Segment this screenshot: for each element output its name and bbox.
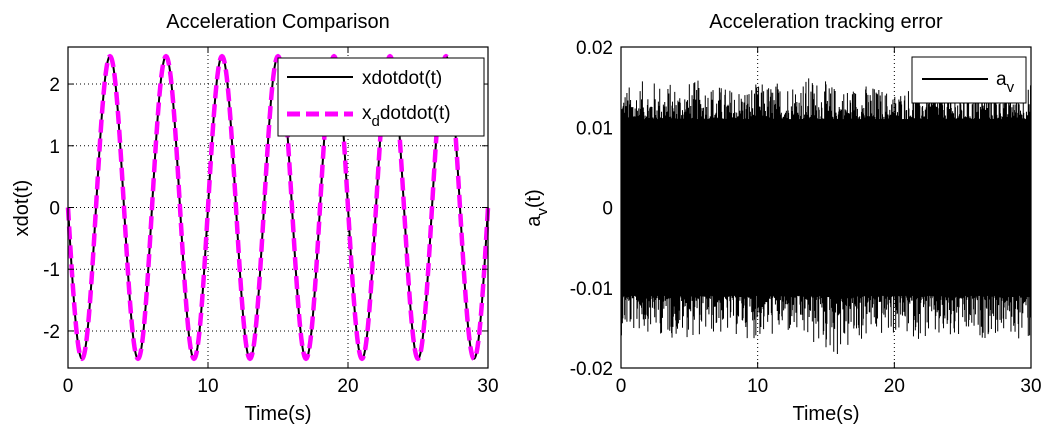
y-axis-label-part: (t) <box>523 189 545 208</box>
y-tick-label: -0.02 <box>570 359 613 380</box>
legend-label-part: x <box>362 103 372 124</box>
y-axis-label: av(t) <box>523 189 551 227</box>
y-axis-label: xdot(t) <box>11 180 33 237</box>
y-axis-label-part: a <box>523 215 545 227</box>
y-tick-label: -1 <box>43 260 60 281</box>
acceleration-tracking-error-chart: Acceleration tracking error Time(s) av(t… <box>523 11 1042 425</box>
y-tick-label: 0.02 <box>576 38 613 59</box>
y-tick-label: 0 <box>602 199 613 220</box>
tick-group: 0 10 20 30 0.02 0.01 0 -0.01 -0.02 <box>570 38 1042 397</box>
legend-label: av <box>996 69 1015 96</box>
legend-label: xdotdot(t) <box>362 68 442 89</box>
y-tick-label: 2 <box>49 75 60 96</box>
x-tick-label: 10 <box>197 376 218 397</box>
x-tick-label: 10 <box>747 376 768 397</box>
y-tick-label: 0.01 <box>576 118 613 139</box>
legend-label-part: a <box>996 69 1007 90</box>
x-tick-label: 20 <box>337 376 358 397</box>
series-group <box>65 53 491 362</box>
x-tick-label: 30 <box>477 376 498 397</box>
y-tick-label: 0 <box>49 199 60 220</box>
error-signal <box>620 78 1032 354</box>
x-tick-label: 20 <box>884 376 905 397</box>
acceleration-comparison-chart: Acceleration Comparison Time(s) xdot(t) … <box>11 11 499 425</box>
x-axis-label: Time(s) <box>792 403 859 425</box>
series-line <box>65 53 491 362</box>
legend: av <box>911 56 1027 104</box>
legend: xdotdot(t) xddotdot(t) <box>277 57 485 137</box>
y-tick-label: 1 <box>49 137 60 158</box>
legend-box <box>277 57 485 137</box>
x-tick-label: 0 <box>63 376 74 397</box>
legend-label-part: dotdot(t) <box>380 103 451 124</box>
y-tick-label: -0.01 <box>570 279 613 300</box>
x-axis-label: Time(s) <box>244 403 311 425</box>
chart-title: Acceleration Comparison <box>166 11 389 33</box>
y-axis-label-subscript: v <box>534 208 551 216</box>
legend-label: xddotdot(t) <box>362 103 451 130</box>
chart-title: Acceleration tracking error <box>709 11 943 33</box>
series-group <box>620 78 1032 354</box>
legend-label-subscript: d <box>372 113 380 130</box>
legend-label-subscript: v <box>1007 79 1015 96</box>
y-tick-label: -2 <box>43 322 60 343</box>
x-tick-label: 0 <box>616 376 627 397</box>
x-tick-label: 30 <box>1020 376 1041 397</box>
